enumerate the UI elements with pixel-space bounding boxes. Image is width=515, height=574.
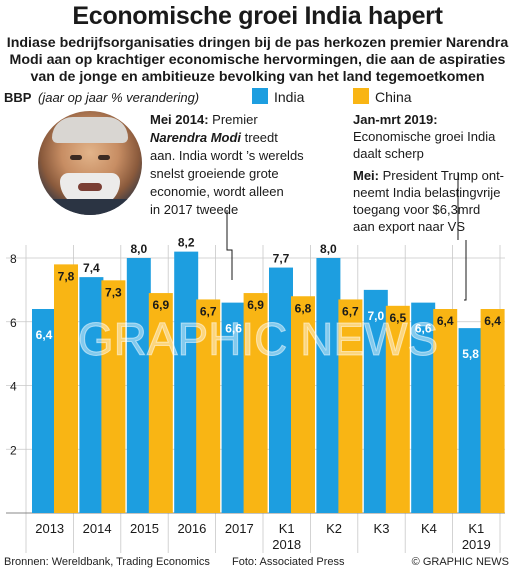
photo-suit bbox=[38, 199, 142, 215]
data-label-india: 6,6 bbox=[415, 322, 432, 336]
x-tick-label: K1 bbox=[279, 521, 295, 536]
x-tick-label: 2015 bbox=[130, 521, 159, 536]
data-label-china: 6,7 bbox=[342, 304, 359, 318]
data-label-china: 6,4 bbox=[437, 314, 454, 328]
data-label-china: 7,8 bbox=[58, 269, 75, 283]
bar-china bbox=[54, 264, 78, 513]
legend-label-india: India bbox=[274, 89, 305, 105]
data-label-china: 6,8 bbox=[295, 301, 312, 315]
data-label-india: 7,4 bbox=[83, 261, 100, 275]
data-label-china: 6,9 bbox=[247, 298, 264, 312]
annotation-mei-trump: Mei: President Trump ont-neemt India bel… bbox=[353, 168, 504, 234]
photo-credit: Foto: Associated Press bbox=[232, 556, 345, 568]
y-tick-label: 8 bbox=[10, 252, 17, 266]
legend-label-china: China bbox=[375, 89, 412, 105]
bar-china bbox=[480, 309, 505, 513]
x-tick-label: K3 bbox=[374, 521, 390, 536]
data-label-india: 8,0 bbox=[130, 242, 147, 256]
data-label-china: 7,3 bbox=[105, 285, 122, 299]
data-label-india: 5,8 bbox=[462, 347, 479, 361]
bar-india bbox=[126, 258, 151, 513]
y-tick-label: 6 bbox=[10, 316, 17, 330]
bar-china bbox=[433, 309, 458, 513]
watermark-text: GRAPHIC NEWS bbox=[78, 313, 438, 365]
data-label-india: 7,7 bbox=[273, 252, 290, 266]
leader-line-modi bbox=[226, 210, 233, 280]
data-label-india: 6,4 bbox=[36, 328, 53, 342]
data-label-china: 6,5 bbox=[389, 311, 406, 325]
x-tick-label: 2018 bbox=[272, 537, 301, 552]
bar-india bbox=[458, 328, 483, 513]
bar-china bbox=[243, 293, 268, 513]
bar-china bbox=[385, 305, 410, 513]
bar-india bbox=[174, 251, 199, 513]
x-tick-label: K2 bbox=[326, 521, 342, 536]
annotation-jan-mrt-2019: Jan-mrt 2019: Economische groei India daal… bbox=[353, 112, 496, 161]
y-axis-label-bold: BBP bbox=[4, 90, 32, 105]
data-label-india: 8,2 bbox=[178, 236, 195, 250]
bar-india bbox=[221, 302, 246, 513]
x-tick-label: 2019 bbox=[462, 537, 491, 552]
data-label-china: 6,7 bbox=[200, 304, 217, 318]
bar-china bbox=[101, 280, 126, 513]
photo-mouth bbox=[78, 183, 102, 191]
data-label-india: 8,0 bbox=[320, 242, 337, 256]
bar-china bbox=[338, 299, 363, 513]
y-tick-label: 4 bbox=[10, 380, 17, 394]
axis-band bbox=[0, 513, 515, 553]
photo-hair bbox=[52, 117, 128, 143]
y-tick-label: 2 bbox=[10, 443, 17, 457]
x-tick-label: 2016 bbox=[177, 521, 206, 536]
bar-india bbox=[411, 302, 436, 513]
y-axis-label-italic: (jaar op jaar % verandering) bbox=[38, 90, 199, 105]
bar-india bbox=[363, 289, 388, 513]
data-label-india: 7,0 bbox=[367, 309, 384, 323]
photo-eye bbox=[70, 155, 82, 160]
x-tick-label: K4 bbox=[421, 521, 437, 536]
x-tick-label: 2014 bbox=[83, 521, 112, 536]
page-title: Economische groei India hapert bbox=[72, 2, 443, 30]
leader-line-trump bbox=[464, 240, 467, 301]
data-label-china: 6,9 bbox=[152, 298, 169, 312]
page-subtitle: Indiase bedrijfsorganisaties dringen bij… bbox=[6, 35, 509, 85]
annotation-modi-2014: Mei 2014: Premier Narendra Modi treedt aan… bbox=[150, 112, 304, 217]
bar-china bbox=[148, 293, 173, 513]
bar-china bbox=[291, 296, 315, 513]
bar-india bbox=[269, 267, 293, 513]
bar-india bbox=[316, 258, 341, 513]
x-tick-label: 2017 bbox=[225, 521, 254, 536]
data-label-china: 6,4 bbox=[484, 314, 501, 328]
modi-photo bbox=[38, 111, 142, 215]
x-tick-label: K1 bbox=[468, 521, 484, 536]
data-label-india: 6,6 bbox=[225, 322, 242, 336]
sources-text: Bronnen: Wereldbank, Trading Economics bbox=[4, 556, 210, 568]
x-tick-label: 2013 bbox=[35, 521, 64, 536]
bar-india bbox=[32, 309, 56, 513]
photo-eye bbox=[98, 155, 110, 160]
copyright-text: © GRAPHIC NEWS bbox=[411, 556, 509, 568]
bar-china bbox=[196, 299, 221, 513]
legend-swatch-india bbox=[252, 88, 268, 104]
bar-india bbox=[79, 277, 104, 513]
legend-swatch-china bbox=[353, 88, 369, 104]
